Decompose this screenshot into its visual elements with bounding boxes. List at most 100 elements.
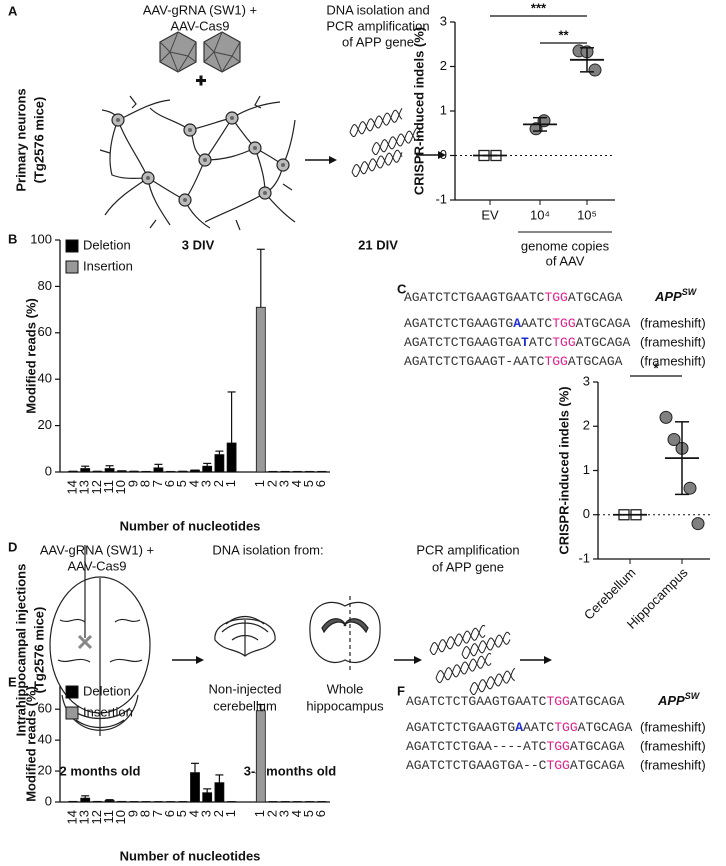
y-tick-label: 2 xyxy=(440,58,447,73)
x-tick-label: 5 xyxy=(301,480,316,487)
x-tick-label: 2 xyxy=(264,810,279,817)
x-axis-label: Number of nucleotides xyxy=(120,518,261,533)
x-tick-label: EV xyxy=(481,207,499,222)
sequence-segment: TGG xyxy=(544,290,567,305)
x-tick-label: 6 xyxy=(313,480,328,487)
x-tick-label: 1 xyxy=(252,810,267,817)
bar xyxy=(255,306,266,473)
sequence: AGATCTCTGAAGTGAAATCTGGATGCAGA xyxy=(404,316,630,331)
x-tick-label: 9 xyxy=(125,810,140,817)
model-label: (Tg2576 mice) xyxy=(31,97,46,184)
x-tick-label: 1 xyxy=(252,480,267,487)
sequence-segment: TGG xyxy=(544,354,567,369)
step-text: DNA isolation from: xyxy=(212,542,323,557)
x-tick-label: 10 xyxy=(113,810,128,824)
sequence: AGATCTCTGAAGTGAATCTGGATGCAGA xyxy=(406,694,625,709)
model-label: Intrahippocampal injections xyxy=(13,564,28,737)
sequence: AGATCTCTGAA----ATCTGGATGCAGA xyxy=(406,739,625,754)
step-text: of APP gene xyxy=(342,34,414,49)
sequence-segment: ATGCAGA xyxy=(570,739,625,754)
arrow-head xyxy=(438,151,446,159)
frameshift-note: (frameshift) xyxy=(640,757,706,772)
sequence-segment: ATGCAGA xyxy=(570,758,625,773)
y-tick-label: 1 xyxy=(583,462,590,477)
tissue-label: hippocampus xyxy=(306,698,384,713)
dna-helix xyxy=(429,627,486,656)
x-tick-label: 5 xyxy=(174,480,189,487)
arrow-head xyxy=(329,156,337,164)
treatment: AAV-Cas9 xyxy=(67,558,126,573)
dna-helix xyxy=(435,655,492,684)
bar xyxy=(80,468,91,473)
y-tick-label: 20 xyxy=(38,763,52,778)
bar xyxy=(202,792,213,803)
y-axis-label: CRISPR-induced indels (%) xyxy=(411,27,426,195)
sequence-segment: AATC xyxy=(523,720,554,735)
allele-sup: SW xyxy=(685,691,701,701)
neuron-network xyxy=(99,95,296,231)
x-tick-label: 3 xyxy=(277,810,292,817)
dna-helix xyxy=(435,653,492,681)
y-tick-label: -1 xyxy=(435,191,447,206)
y-axis-label: Modified reads (%) xyxy=(23,686,38,802)
x-tick-label: 3 xyxy=(199,480,214,487)
x-tick-label: 9 xyxy=(125,480,140,487)
x-tick-label: 5 xyxy=(174,810,189,817)
x-axis-label: Number of nucleotides xyxy=(120,848,261,863)
x-tick-label: 1 xyxy=(223,480,238,487)
x-tick-label: 7 xyxy=(150,810,165,817)
x-tick-label: 7 xyxy=(150,480,165,487)
y-tick-label: 3 xyxy=(440,13,447,28)
x-tick-label: 13 xyxy=(77,810,92,824)
time-label: 21 DIV xyxy=(358,237,398,252)
panel-label: C xyxy=(397,281,407,296)
legend-label: Insertion xyxy=(83,704,133,719)
time-label: 3-4 months old xyxy=(244,763,337,778)
sequence-segment: TGG xyxy=(552,316,575,331)
bar xyxy=(153,467,164,473)
frameshift-note: (frameshift) xyxy=(640,334,706,349)
bar xyxy=(226,442,237,473)
significance-label: * xyxy=(653,360,659,375)
x-tick-label: 12 xyxy=(89,480,104,494)
x-tick-label: 4 xyxy=(186,480,201,487)
y-tick-label: 60 xyxy=(38,324,52,339)
sequence: AGATCTCTGAAGT-AATCTGGATGCAGA xyxy=(404,354,623,369)
virus-icons xyxy=(159,31,241,86)
x-tick-label: 12 xyxy=(89,810,104,824)
bar xyxy=(129,470,139,473)
sequence: AGATCTCTGAAGTGATATCTGGATGCAGA xyxy=(404,335,630,350)
bar xyxy=(104,800,115,803)
tissue-label: Non-injected xyxy=(209,681,282,696)
legend-label: Insertion xyxy=(83,258,133,273)
x-tick-label: 1 xyxy=(223,810,238,817)
sequence-segment: AGATCTCTGAAGTGA--C xyxy=(406,758,547,773)
y-tick-label: 100 xyxy=(30,231,52,246)
y-tick-label: 80 xyxy=(38,278,52,293)
step-text: DNA isolation and xyxy=(326,2,429,17)
step-text: PCR amplification xyxy=(416,542,519,557)
y-tick-label: 20 xyxy=(38,417,52,432)
allele-sup: SW xyxy=(682,287,698,297)
x-tick-label: 10⁴ xyxy=(530,207,550,222)
model-label: (Tg2576 mice) xyxy=(31,607,46,694)
sequence-segment: AGATCTCTGAAGTG xyxy=(404,316,513,331)
frameshift-note: (frameshift) xyxy=(640,315,706,330)
sequence-segment: ATGCAGA xyxy=(568,354,623,369)
arrows-and-helices xyxy=(172,108,552,696)
coronal-section xyxy=(309,596,381,672)
sequence: AGATCTCTGAAGTGA--CTGGATGCAGA xyxy=(406,758,625,773)
time-label: 3 DIV xyxy=(182,237,215,252)
panel-label: D xyxy=(8,539,17,554)
sequence-segment: AGATCTCTGAAGTGAATC xyxy=(406,694,547,709)
x-tick-label: 3 xyxy=(277,480,292,487)
bar xyxy=(214,782,225,803)
sequence-segment: ATGCAGA xyxy=(570,694,625,709)
legend-label: Deletion xyxy=(83,683,131,698)
panel-label: F xyxy=(397,683,405,698)
data-point xyxy=(529,122,543,136)
y-tick-label: 0 xyxy=(45,793,52,808)
x-tick-label: 8 xyxy=(138,810,153,817)
x-tick-label: 10 xyxy=(113,480,128,494)
bar xyxy=(190,772,200,803)
